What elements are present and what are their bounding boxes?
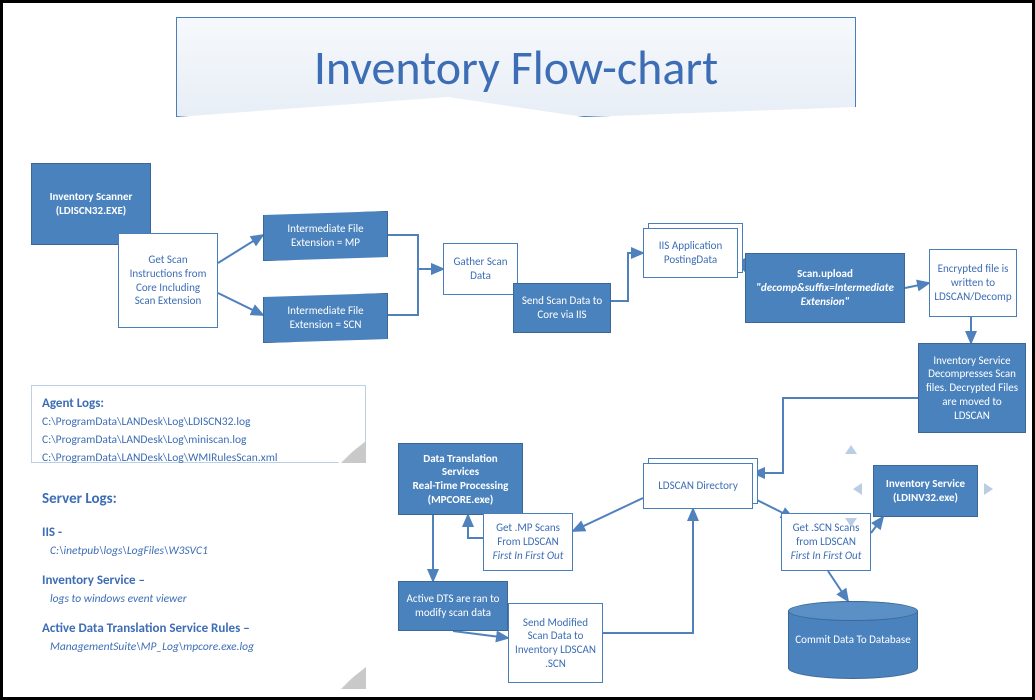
server-logs-box: Server Logs: IIS - C:\inetpub\logs\LogFi… — [31, 479, 366, 689]
node-get_mp: Get .MP Scans From LDSCANFirst In First … — [483, 513, 573, 571]
server-log-section-title: Inventory Service – — [42, 571, 355, 591]
edge-ldscan_dir-get_mp — [573, 498, 643, 531]
decor-triangle — [845, 445, 857, 454]
agent-log-line: C:\ProgramData\LANDesk\Log\miniscan.log — [42, 432, 355, 450]
node-gather: Gather Scan Data — [443, 243, 518, 295]
node-decompress: Inventory Service Decompresses Scan file… — [918, 343, 1026, 433]
server-log-section-detail: logs to windows event viewer — [42, 591, 355, 609]
server-log-section-title: IIS - — [42, 523, 355, 543]
server-logs-header: Server Logs: — [42, 488, 355, 511]
edge-get_scn-inv_service — [871, 517, 883, 533]
decor-triangle — [853, 483, 862, 495]
edge-scan_upload-encrypted — [905, 283, 929, 288]
node-encrypted: Encrypted file is written to LDSCAN/Deco… — [929, 249, 1017, 317]
agent-log-line: C:\ProgramData\LANDesk\Log\WMIRulesScan.… — [42, 450, 355, 468]
node-send_mod: Send Modified Scan Data to Inventory LDS… — [508, 603, 603, 683]
edge-ext_scn-gather — [388, 269, 443, 315]
node-ldscan_dir: LDSCAN Directory — [643, 463, 753, 509]
edge-get_instr-ext_mp — [218, 235, 263, 263]
node-ext_scn: Intermediate File Extension = SCN — [263, 293, 388, 343]
node-get_scn: Get .SCN Scans from LDSCANFirst In First… — [781, 513, 871, 571]
edge-send_mod-ldscan_dir — [603, 509, 693, 633]
server-log-section-detail: ManagementSuite\MP_Log\mpcore.exe.log — [42, 639, 355, 657]
node-send_iis: Send Scan Data to Core via IIS — [513, 283, 611, 333]
agent-logs-header: Agent Logs: — [42, 394, 355, 414]
page-fold-icon — [338, 667, 366, 689]
page-title: Inventory Flow-chart — [314, 38, 718, 97]
agent-log-line: C:\ProgramData\LANDesk\Log\LDISCN32.log — [42, 414, 355, 432]
edge-get_instr-ext_scn — [218, 293, 263, 315]
node-ext_mp: Intermediate File Extension = MP — [263, 211, 388, 261]
node-active_dts: Active DTS are ran to modify scan data — [398, 581, 508, 631]
server-log-section-detail: C:\inetpub\logs\LogFiles\W3SVC1 — [42, 543, 355, 561]
edge-ext_mp-gather — [388, 235, 443, 269]
edge-get_scn-commit — [828, 571, 848, 601]
decor-triangle — [984, 483, 993, 495]
node-get_instr: Get Scan Instructions from Core Includin… — [118, 233, 218, 328]
edge-active_dts-send_mod — [453, 631, 508, 638]
edge-decompress-ldscan_dir — [753, 398, 918, 473]
node-commit: Commit Data To Database — [788, 601, 918, 679]
node-iis_app: IIS Application PostingData — [643, 228, 738, 278]
flowchart-canvas: Inventory Flow-chart Inventory Scanner(L… — [0, 0, 1035, 700]
node-inv_service: Inventory Service (LDINV32.exe) — [873, 465, 978, 517]
agent-logs-box: Agent Logs: C:\ProgramData\LANDesk\Log\L… — [31, 385, 366, 463]
edge-get_mp-dts — [468, 515, 483, 538]
edge-send_iis-iis_app — [611, 253, 643, 301]
server-log-section-title: Active Data Translation Service Rules – — [42, 619, 355, 639]
node-dts: Data Translation ServicesReal-Time Proce… — [398, 443, 523, 515]
title-banner: Inventory Flow-chart — [176, 17, 856, 117]
node-scan_upload: Scan.upload"decomp&suffix=Intermediate E… — [745, 253, 905, 323]
decor-triangle — [845, 518, 857, 527]
